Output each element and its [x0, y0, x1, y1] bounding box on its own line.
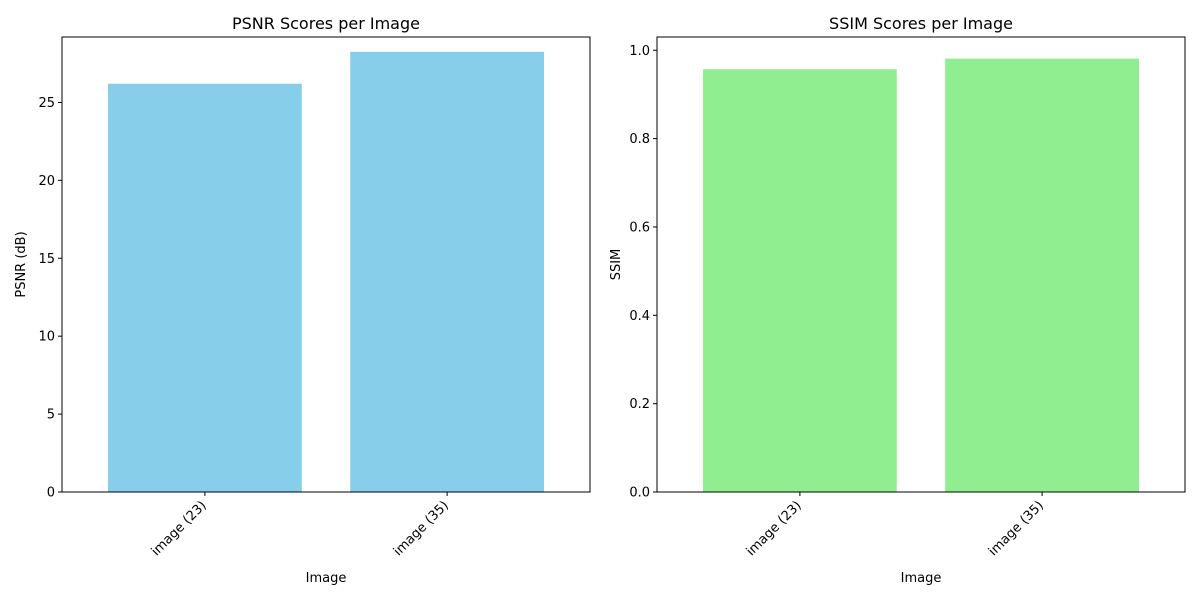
psnr-y-tick-label-5: 25: [38, 96, 55, 111]
ssim-y-axis-label: SSIM: [609, 249, 624, 281]
psnr-chart: PSNR Scores per Image Image PSNR (dB) 0 5…: [14, 14, 591, 586]
psnr-x-axis-label: Image: [306, 571, 347, 586]
ssim-x-tick-label-0: image (23): [744, 498, 805, 559]
ssim-plot-frame: [656, 36, 1186, 493]
psnr-plot-frame: [61, 36, 591, 493]
psnr-bar-0: [108, 83, 302, 492]
psnr-y-tick-label-2: 10: [38, 330, 55, 345]
ssim-x-tick-label-1: image (35): [986, 498, 1047, 559]
ssim-y-tick-label-1: 0.2: [629, 397, 650, 412]
ssim-bar-1: [945, 58, 1139, 492]
ssim-y-tick-label-4: 0.8: [629, 132, 650, 147]
psnr-y-tick-label-3: 15: [38, 252, 55, 267]
ssim-y-tick-label-2: 0.4: [629, 309, 650, 324]
psnr-x-tick-label-1: image (35): [391, 498, 452, 559]
psnr-y-tick-label-1: 5: [47, 408, 55, 423]
ssim-chart: SSIM Scores per Image Image SSIM 0.0 0.2 0…: [609, 14, 1186, 586]
ssim-y-tick-label-3: 0.6: [629, 220, 650, 235]
ssim-chart-title: SSIM Scores per Image: [829, 14, 1013, 33]
ssim-y-tick-label-5: 1.0: [629, 44, 650, 59]
ssim-y-tick-label-0: 0.0: [629, 486, 650, 501]
psnr-y-axis-label: PSNR (dB): [14, 231, 29, 297]
psnr-y-tick-label-0: 0: [47, 486, 55, 501]
ssim-x-axis-label: Image: [901, 571, 942, 586]
psnr-x-tick-label-0: image (23): [149, 498, 210, 559]
psnr-bar-1: [350, 51, 544, 493]
psnr-chart-title: PSNR Scores per Image: [232, 14, 420, 33]
psnr-y-tick-label-4: 20: [38, 174, 55, 189]
ssim-bar-0: [703, 69, 897, 493]
